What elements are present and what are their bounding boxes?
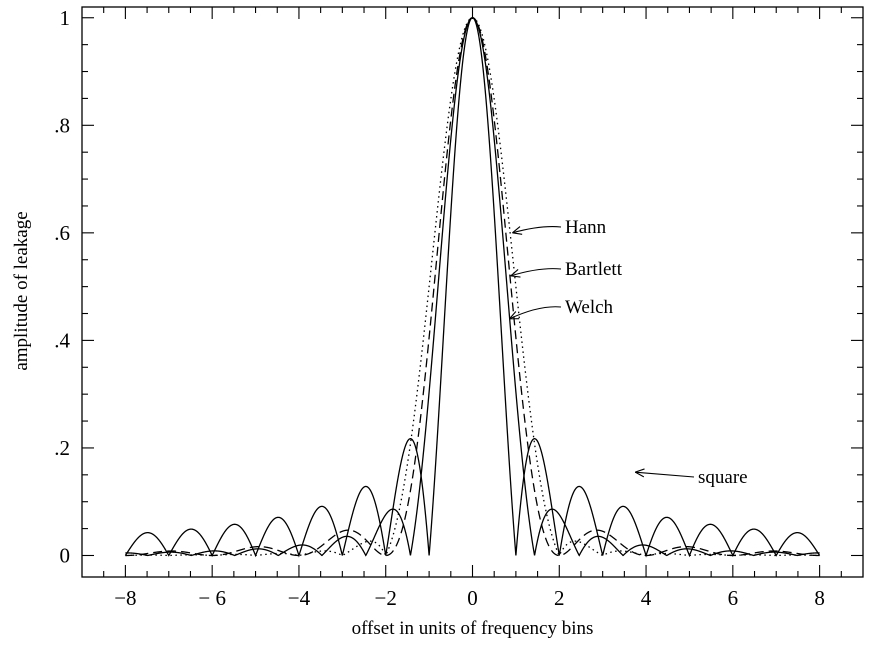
series-line-hann: [125, 17, 820, 557]
x-tick-label: −2: [375, 586, 397, 610]
annotation-label-bartlett: Bartlett: [565, 259, 623, 280]
annotation-arrow-hann: [512, 226, 562, 234]
annotation-arrow-welch: [509, 306, 562, 320]
x-tick-label: −4: [288, 586, 311, 610]
x-tick-label: − 6: [198, 586, 226, 610]
annotation-label-welch: Welch: [565, 297, 614, 318]
x-axis-label: offset in units of frequency bins: [352, 618, 594, 639]
annotation-arrowhead-welch: [508, 311, 520, 320]
annotation-arrow-bartlett: [510, 268, 562, 277]
annotation-arrowhead-square: [634, 468, 645, 478]
x-tick-label: 2: [554, 586, 565, 610]
y-tick-label: 0: [60, 543, 71, 567]
y-tick-label: 1: [60, 6, 71, 30]
y-tick-label: .8: [54, 113, 70, 137]
annotation-arrowhead-hann: [512, 226, 523, 235]
annotation-arrow-square: [635, 471, 695, 478]
axis-ticks: [82, 7, 863, 577]
plot-frame: [81, 6, 864, 578]
y-tick-label: .2: [54, 436, 70, 460]
x-tick-label: 4: [641, 586, 652, 610]
series-lines: [124, 17, 821, 558]
x-tick-label: 8: [814, 586, 825, 610]
y-axis-label: amplitude of leakage: [11, 211, 32, 370]
tick-labels: −8 − 6 −4 −2 0 2 4 6 8 0 .2 .4 .6 .8 1: [54, 6, 825, 610]
series-annotations: Hann Bartlett Welch square: [508, 217, 748, 488]
x-tick-label: 6: [728, 586, 739, 610]
annotation-label-square: square: [698, 467, 748, 488]
annotation-label-hann: Hann: [565, 217, 607, 238]
y-tick-label: .6: [54, 221, 70, 245]
y-tick-label: .4: [54, 328, 70, 352]
x-tick-label: −8: [114, 586, 136, 610]
x-tick-label: 0: [467, 586, 478, 610]
annotation-arrowhead-bartlett: [510, 269, 521, 278]
